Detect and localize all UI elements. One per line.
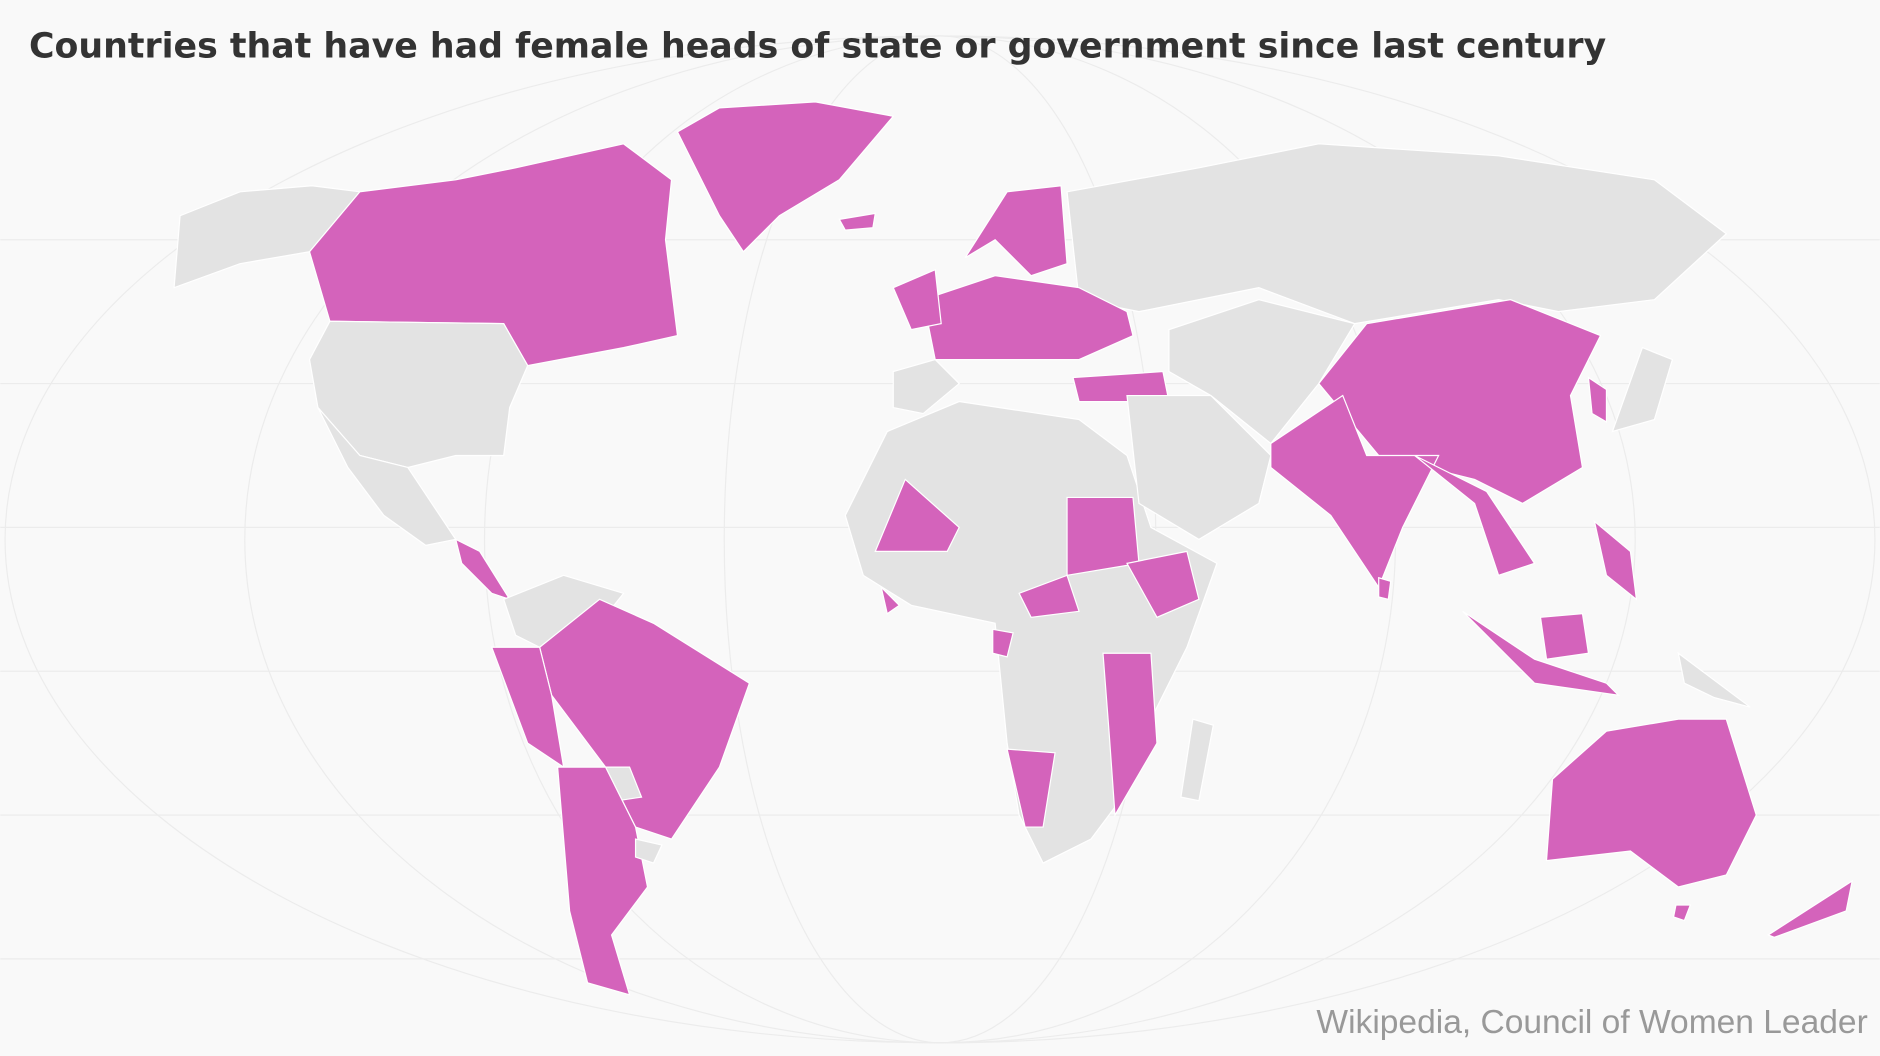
- korea: [1587, 376, 1608, 423]
- australia: [1545, 718, 1757, 888]
- central-asia: [1168, 299, 1356, 445]
- liberia: [880, 585, 901, 615]
- uruguay: [634, 838, 663, 864]
- borneo: [1539, 613, 1590, 660]
- europe: [922, 275, 1134, 361]
- ethiopia: [1126, 550, 1200, 619]
- iceland: [838, 212, 877, 231]
- tasmania: [1672, 904, 1692, 922]
- brazil: [538, 598, 751, 840]
- south-asia: [1270, 394, 1440, 589]
- philippines: [1593, 519, 1638, 601]
- new-zealand: [1766, 879, 1854, 938]
- southeast-asia: [1414, 454, 1536, 577]
- central-america: [454, 538, 512, 601]
- iberia: [892, 358, 961, 415]
- japan: [1611, 346, 1674, 433]
- madagascar: [1180, 718, 1214, 802]
- argentina-chile: [556, 766, 649, 996]
- russia: [1066, 143, 1728, 325]
- papua: [1677, 651, 1751, 708]
- indonesia: [1462, 610, 1621, 697]
- mali: [874, 478, 960, 552]
- title: Countries that have had female heads of …: [29, 27, 1606, 67]
- sri-lanka: [1378, 576, 1392, 601]
- source: Wikipedia, Council of Women Leader: [1316, 1004, 1867, 1041]
- car: [1018, 574, 1080, 618]
- countries: [173, 101, 1854, 996]
- uk: [892, 268, 942, 331]
- gabon: [992, 628, 1014, 658]
- namibia: [1006, 748, 1056, 828]
- peru: [490, 646, 565, 769]
- tanzania-mozambique: [1102, 652, 1158, 818]
- usa: [308, 320, 529, 469]
- greenland: [676, 101, 895, 253]
- scandinavia: [964, 185, 1068, 277]
